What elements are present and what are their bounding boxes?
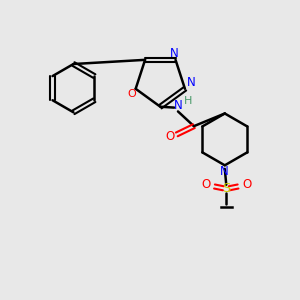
Text: N: N	[187, 76, 196, 89]
Text: N: N	[220, 165, 229, 178]
Text: O: O	[201, 178, 210, 191]
Text: O: O	[166, 130, 175, 143]
Text: O: O	[242, 178, 251, 191]
Text: S: S	[222, 182, 230, 195]
Text: N: N	[170, 47, 178, 61]
Text: H: H	[184, 96, 192, 106]
Text: O: O	[128, 89, 136, 99]
Text: N: N	[174, 99, 183, 112]
